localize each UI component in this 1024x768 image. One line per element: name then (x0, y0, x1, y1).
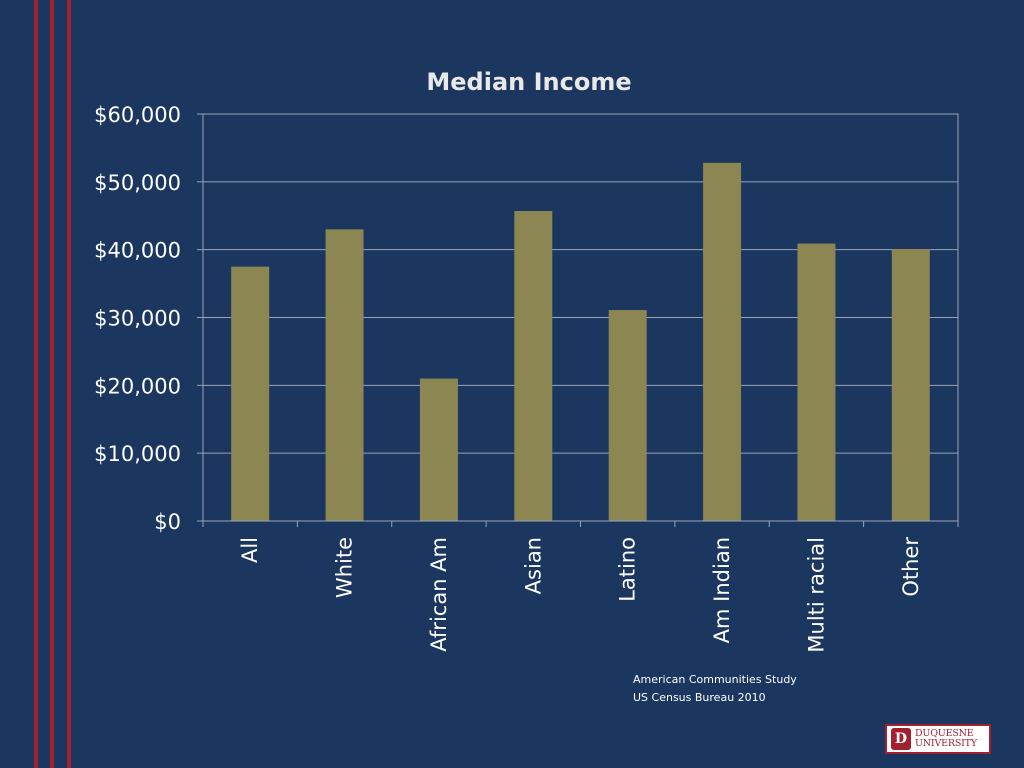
decorative-stripe-middle (50, 0, 54, 768)
source-note: American Communities Study US Census Bur… (633, 671, 797, 707)
axes (197, 113, 959, 527)
y-tick-label: $20,000 (94, 374, 181, 398)
labels: $0 $10,000 $20,000 $30,000 $40,000 $50,000 $60… (94, 103, 923, 653)
x-tick-label: Latino (616, 537, 640, 602)
bar (891, 248, 930, 521)
logo-mark-icon: D (891, 728, 911, 750)
bar (797, 243, 836, 522)
y-tick-label: $60,000 (94, 103, 181, 127)
y-tick-label: $50,000 (94, 171, 181, 195)
logo-line-2: UNIVERSITY (915, 738, 977, 749)
bar (514, 211, 553, 522)
bar (325, 229, 364, 522)
decorative-stripe-right (67, 0, 71, 768)
grid-lines (203, 113, 958, 454)
source-line-1: American Communities Study (633, 673, 797, 686)
bars (231, 162, 930, 522)
logo-line-1: DUQUESNE (915, 728, 974, 739)
x-tick-label: All (238, 537, 262, 563)
y-tick-label: $40,000 (94, 239, 181, 263)
source-line-2: US Census Bureau 2010 (633, 691, 766, 704)
x-tick-label: African Am (427, 537, 451, 652)
university-logo: D DUQUESNE UNIVERSITY (885, 724, 991, 754)
bar (419, 378, 458, 521)
decorative-stripe-left (34, 0, 38, 768)
x-tick-label: Other (899, 537, 923, 597)
x-tick-label: Multi racial (804, 537, 828, 653)
logo-text: DUQUESNE UNIVERSITY (915, 729, 977, 749)
y-tick-label: $0 (154, 510, 181, 534)
x-tick-label: Asian (521, 537, 545, 594)
x-tick-label: White (333, 537, 357, 598)
bar (231, 266, 270, 521)
y-tick-label: $30,000 (94, 307, 181, 331)
y-tick-label: $10,000 (94, 442, 181, 466)
bar (703, 162, 742, 521)
x-tick-label: Am Indian (710, 537, 734, 643)
bar (608, 310, 647, 521)
chart-title: Median Income (426, 68, 631, 96)
